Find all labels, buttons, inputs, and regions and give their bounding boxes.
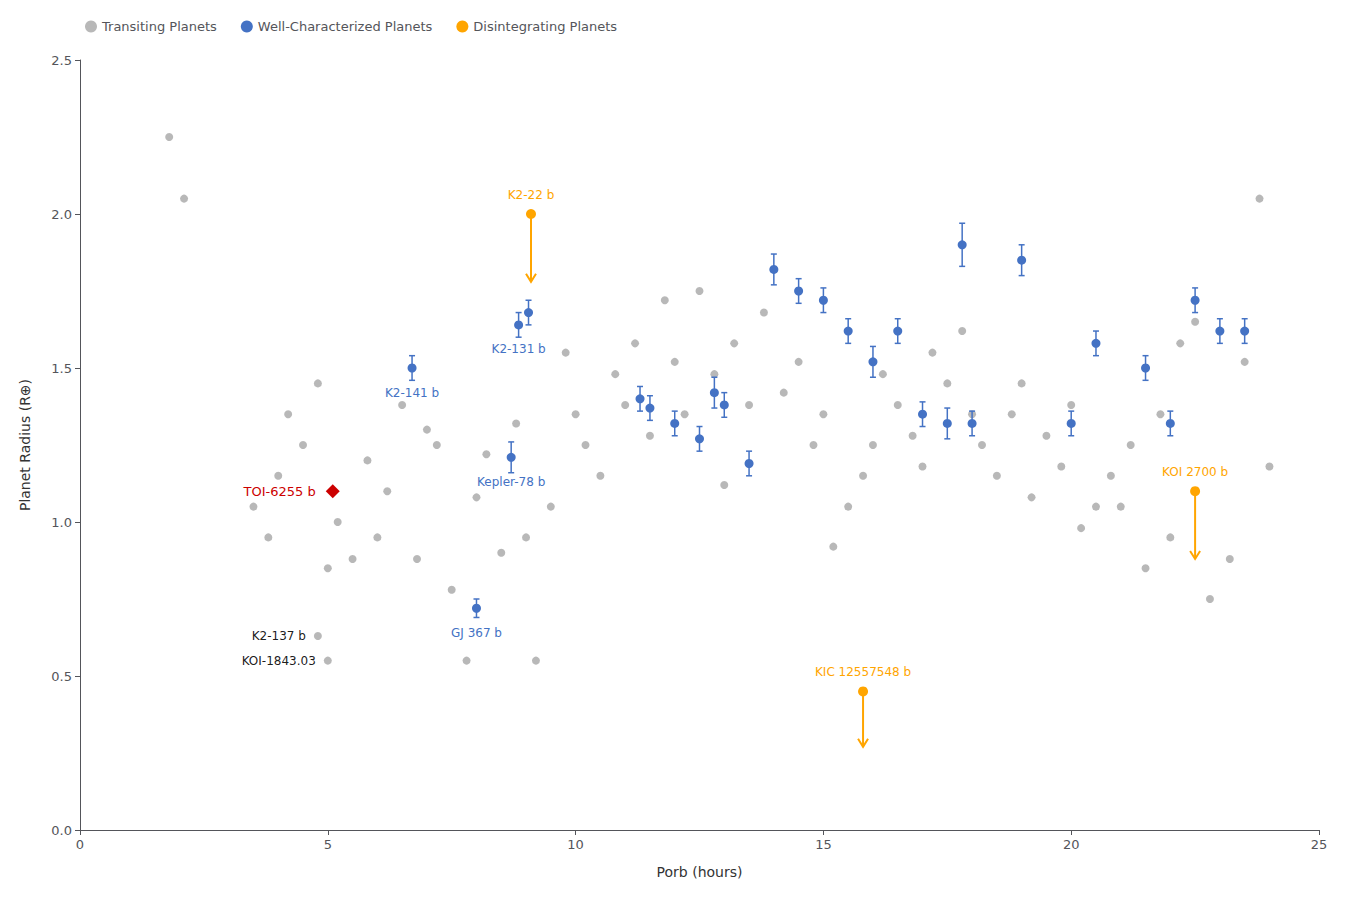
svg-text:KIC 12557548 b: KIC 12557548 b — [815, 665, 911, 679]
svg-text:2.0: 2.0 — [51, 207, 72, 222]
svg-text:KOI-1843.03: KOI-1843.03 — [242, 654, 316, 668]
svg-text:K2-131 b: K2-131 b — [492, 342, 546, 356]
svg-text:Transiting Planets: Transiting Planets — [101, 19, 217, 34]
svg-text:20: 20 — [1063, 837, 1080, 852]
svg-text:1.0: 1.0 — [51, 515, 72, 530]
svg-text:Disintegrating Planets: Disintegrating Planets — [473, 19, 617, 34]
svg-text:KOI 2700 b: KOI 2700 b — [1162, 465, 1228, 479]
svg-text:TOI-6255 b: TOI-6255 b — [243, 484, 316, 499]
svg-text:GJ 367 b: GJ 367 b — [451, 626, 502, 640]
svg-text:10: 10 — [567, 837, 584, 852]
svg-text:2.5: 2.5 — [51, 53, 72, 68]
svg-text:Porb (hours): Porb (hours) — [657, 864, 743, 880]
svg-text:K2-22 b: K2-22 b — [508, 188, 555, 202]
svg-text:K2-137 b: K2-137 b — [252, 629, 306, 643]
svg-text:0: 0 — [76, 837, 84, 852]
svg-text:Well-Characterized Planets: Well-Characterized Planets — [258, 19, 433, 34]
svg-text:0.0: 0.0 — [51, 823, 72, 838]
svg-text:Planet Radius (R⊕): Planet Radius (R⊕) — [17, 379, 33, 511]
svg-text:Kepler-78 b: Kepler-78 b — [477, 475, 545, 489]
svg-text:1.5: 1.5 — [51, 361, 72, 376]
svg-text:0.5: 0.5 — [51, 669, 72, 684]
svg-text:K2-141 b: K2-141 b — [385, 386, 439, 400]
svg-text:5: 5 — [324, 837, 332, 852]
svg-text:25: 25 — [1311, 837, 1328, 852]
svg-text:15: 15 — [815, 837, 832, 852]
